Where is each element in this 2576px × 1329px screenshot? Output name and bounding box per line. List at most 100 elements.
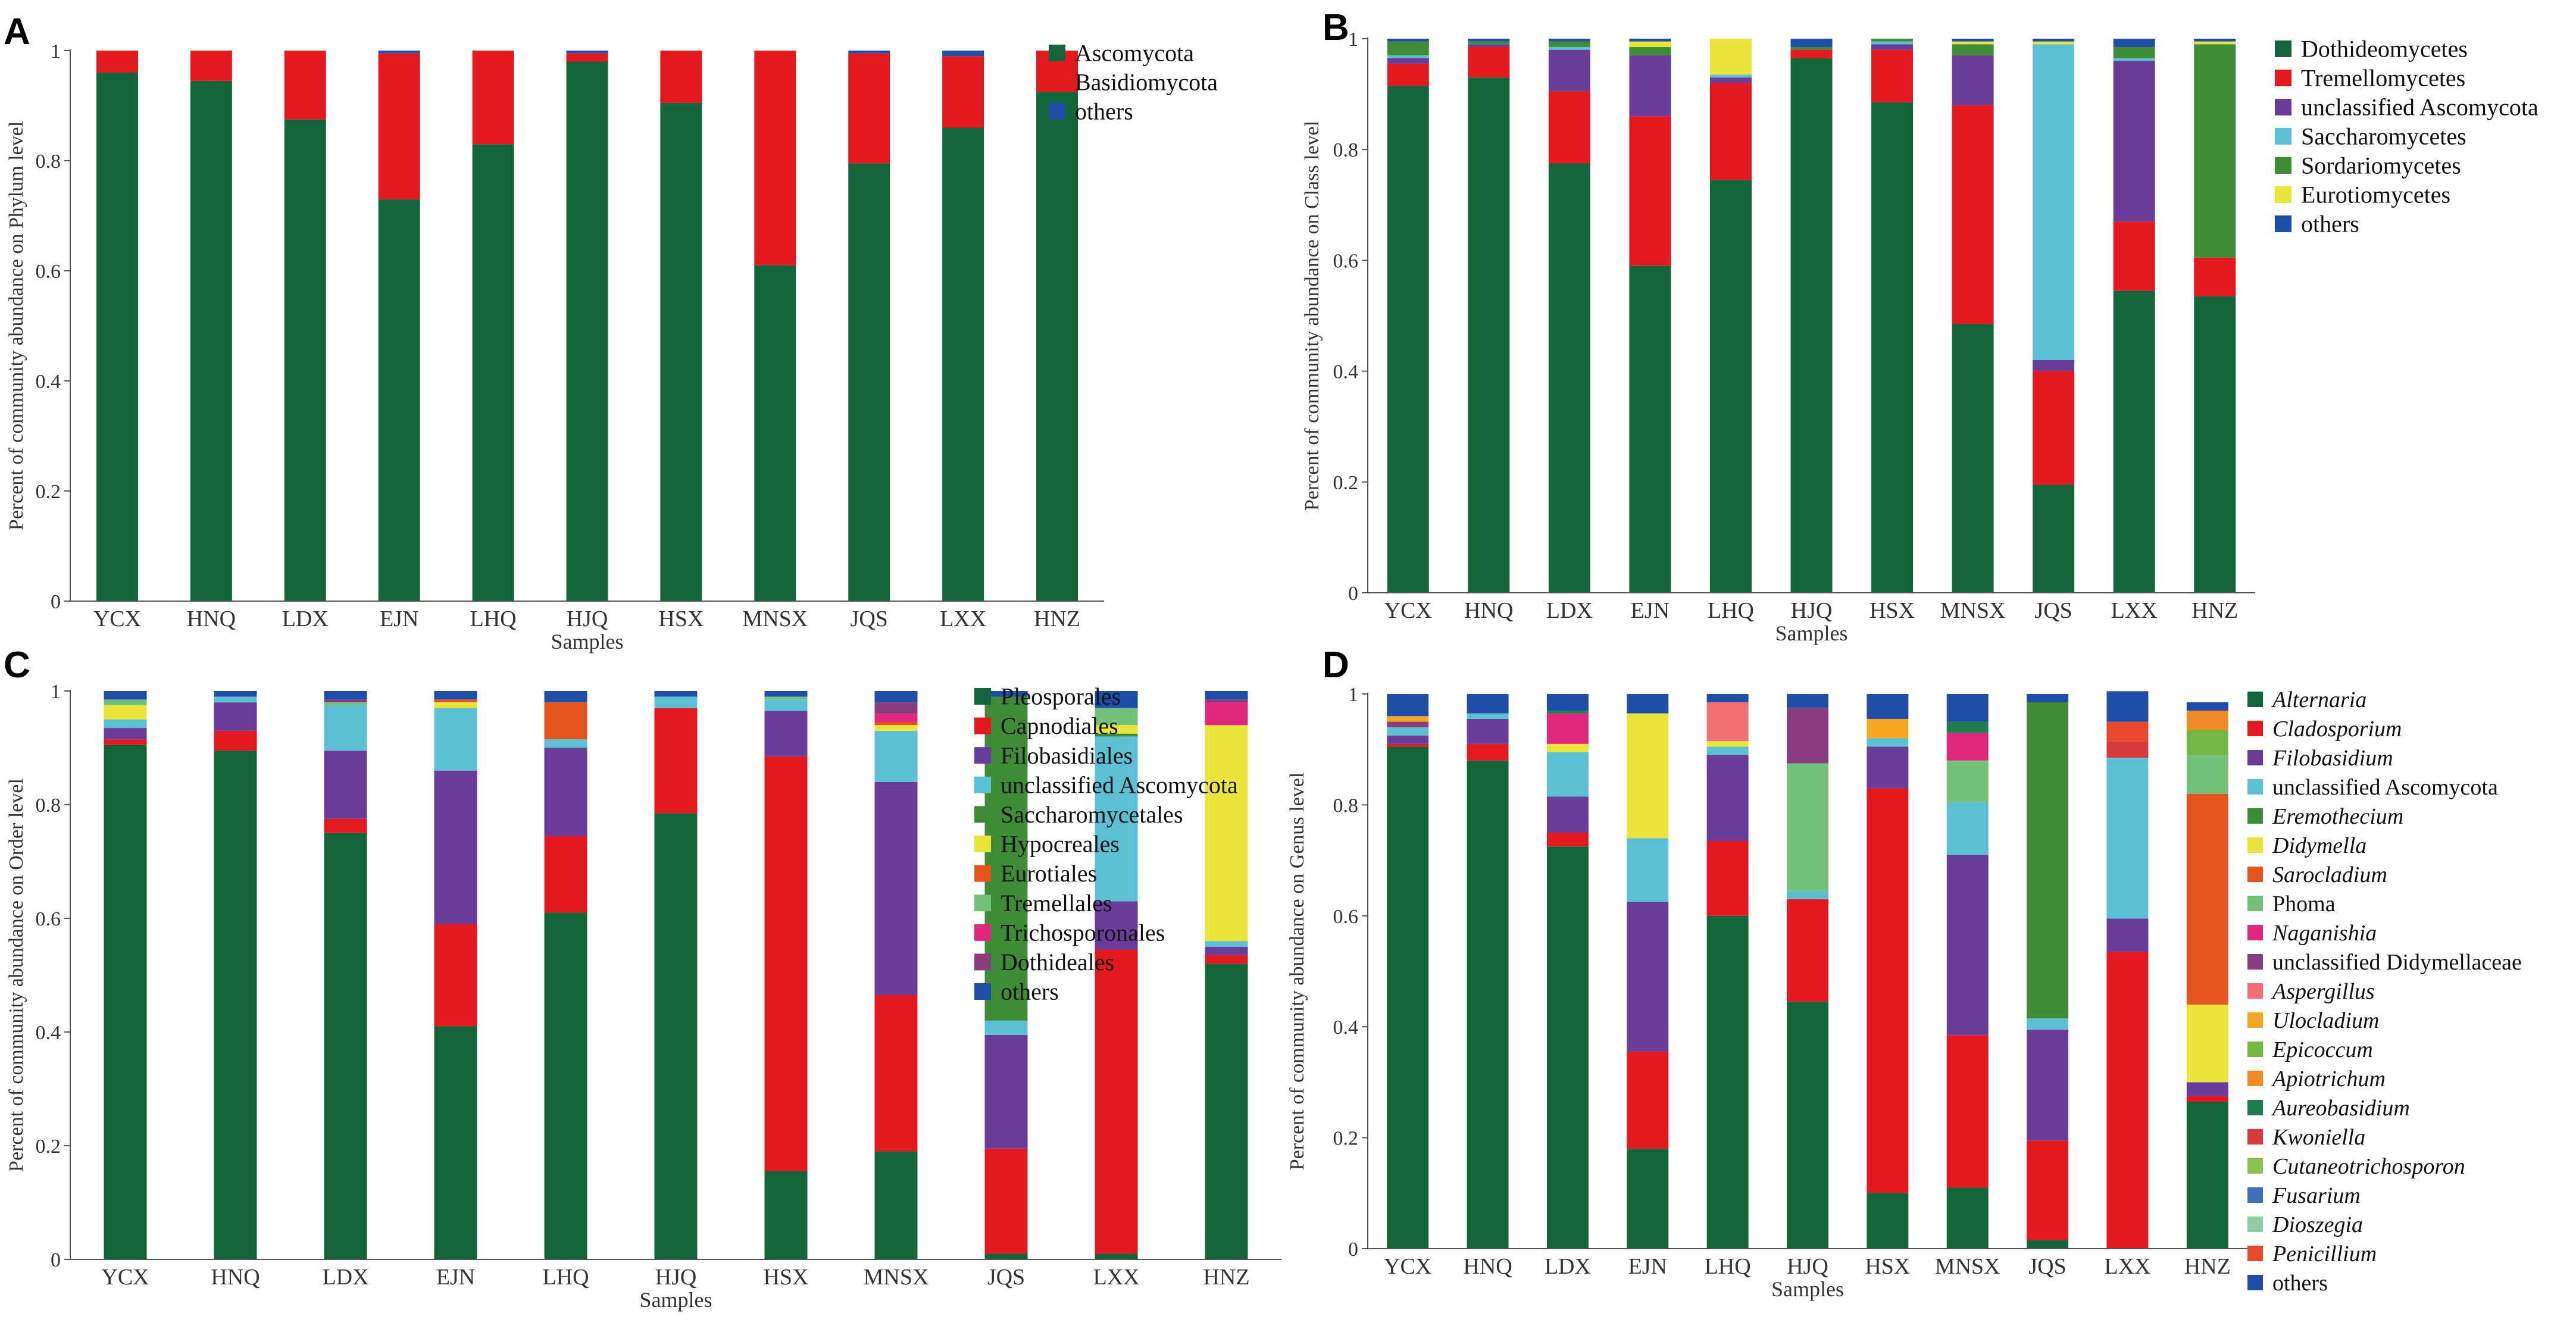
- bar-segment-ldx-others: [1548, 39, 1590, 42]
- legend-label: Aspergillus: [2271, 979, 2375, 1004]
- bar-segment-hsx-capnodiales: [764, 756, 808, 1171]
- legend-swatch: [974, 776, 991, 793]
- bar-segment-hsx-ascomycota: [660, 102, 702, 601]
- bar-segment-lxx-filobasidium: [2106, 918, 2149, 952]
- bar-segment-hsx-unclassified-ascomycota: [1867, 738, 1909, 747]
- x-tick-label: LXX: [2104, 1254, 2150, 1279]
- bar-segment-ejn-capnodiales: [434, 924, 477, 1027]
- bar-segment-lxx-others: [2106, 691, 2149, 722]
- bar-segment-hnz-apiotrichum: [2186, 710, 2228, 730]
- bar-segment-hsx-alternaria: [1867, 1193, 1909, 1249]
- bar-segment-lxx-tremellales: [1095, 708, 1138, 726]
- y-tick-label: 0.6: [36, 261, 61, 283]
- x-tick-label: HNQ: [187, 606, 236, 631]
- bar-segment-hjq-phoma: [1787, 763, 1828, 891]
- legend-swatch: [974, 836, 991, 852]
- bar-segment-ycx-cladosporium: [1387, 743, 1429, 747]
- legend-swatch: [2247, 896, 2263, 911]
- bar-segment-ldx-filobasidium: [1546, 796, 1589, 833]
- bar-segment-mnsx-others: [1952, 39, 1994, 42]
- x-tick-label: MNSX: [742, 606, 808, 631]
- bar-segment-jqs-eremothecium: [2027, 702, 2069, 1019]
- bar-segment-ejn-others: [434, 691, 477, 700]
- bar-segment-lhq-unclassified-ascomycota: [1709, 77, 1752, 83]
- y-tick-label: 0: [51, 591, 61, 613]
- bar-segment-lxx-dothideomycetes: [2113, 290, 2155, 593]
- x-tick-label: HNZ: [2192, 598, 2238, 623]
- bar-segment-ejn-eurotiales: [434, 699, 477, 703]
- bar-segment-mnsx-others: [874, 691, 918, 703]
- legend-label: Pleosporales: [1001, 683, 1121, 710]
- bar-segment-mnsx-tremellomycetes: [1952, 105, 1994, 324]
- x-tick-label: JQS: [2034, 598, 2072, 623]
- legend-swatch: [2275, 128, 2291, 145]
- bar-segment-hnz-others: [1205, 691, 1248, 700]
- legend-swatch: [2247, 721, 2263, 736]
- x-tick-label: JQS: [851, 606, 888, 631]
- legend-label: Cutaneotrichosporon: [2272, 1154, 2465, 1179]
- bar-segment-ycx-alternaria: [1387, 746, 1429, 1249]
- y-tick-label: 0: [1348, 1239, 1358, 1261]
- legend-label: Alternaria: [2271, 687, 2366, 712]
- bar-segment-hnq-unclassified-ascomycota: [214, 696, 257, 703]
- bar-segment-lxx-sordariomycetes: [2113, 46, 2155, 58]
- bar-segment-ejn-filobasidiales: [434, 770, 477, 924]
- bar-segment-hnq-others: [1467, 694, 1509, 714]
- bar-segment-mnsx-alternaria: [1946, 1187, 1989, 1249]
- y-tick-label: 0: [1348, 583, 1358, 605]
- bar-segment-hsx-unclassified-ascomycota: [1871, 44, 1914, 50]
- legend-label: Filobasidiales: [1001, 742, 1133, 769]
- bar-segment-jqs-others: [848, 51, 890, 54]
- x-tick-label: LDX: [1546, 598, 1593, 623]
- y-tick-label: 0.4: [1333, 361, 1359, 383]
- legend-swatch: [2247, 1217, 2263, 1232]
- bar-segment-jqs-unclassified-ascomycota: [984, 1020, 1028, 1035]
- x-tick-label: EJN: [1628, 1254, 1667, 1279]
- bar-segment-jqs-tremellomycetes: [2033, 371, 2075, 485]
- x-tick-label: HJQ: [655, 1265, 697, 1290]
- legend-label: others: [1001, 978, 1059, 1005]
- bar-segment-hjq-alternaria: [1787, 1002, 1828, 1249]
- bar-segment-lhq-alternaria: [1706, 915, 1749, 1249]
- bar-segment-hsx-others: [764, 691, 808, 697]
- bar-segment-hsx-sordariomycetes: [1871, 39, 1914, 42]
- legend-swatch: [974, 747, 991, 764]
- y-tick-label: 1: [1348, 29, 1358, 51]
- legend-swatch: [1049, 74, 1065, 90]
- bar-segment-ejn-tremellomycetes: [1629, 116, 1671, 266]
- x-tick-label: HNQ: [211, 1265, 260, 1290]
- bar-segment-hjq-basidiomycota: [566, 53, 608, 62]
- y-tick-label: 0.2: [36, 481, 61, 503]
- bar-segment-jqs-basidiomycota: [848, 53, 890, 164]
- bar-segment-lxx-others: [2113, 39, 2155, 47]
- bar-segment-jqs-pleosporales: [984, 1253, 1028, 1259]
- bar-segment-hnz-dothideomycetes: [2194, 296, 2236, 593]
- bar-segment-jqs-others: [2027, 694, 2069, 702]
- bar-segment-mnsx-dothideomycetes: [1952, 324, 1994, 593]
- bar-segment-hnq-basidiomycota: [190, 51, 232, 81]
- legend-label: Penicillium: [2272, 1242, 2377, 1267]
- bar-segment-lxx-hypocreales: [1095, 725, 1138, 734]
- bar-segment-ycx-filobasidiales: [104, 728, 147, 740]
- bar-segment-ejn-unclassified-ascomycota: [1627, 838, 1669, 902]
- bar-segment-lhq-capnodiales: [544, 836, 587, 913]
- bar-segment-jqs-eurotiomycetes: [2033, 41, 2075, 45]
- bar-segment-jqs-alternaria: [2027, 1240, 2069, 1249]
- legend-label: Basidiomycota: [1075, 69, 1218, 96]
- bar-segment-hnq-others: [1468, 39, 1510, 42]
- legend-label: Saccharomycetes: [2301, 123, 2466, 150]
- y-tick-label: 0.2: [36, 1136, 61, 1158]
- legend-label: unclassified Ascomycota: [1001, 771, 1238, 798]
- panel-label: A: [4, 11, 30, 52]
- bar-segment-lxx-unclassified-ascomycota: [1095, 736, 1138, 902]
- legend-label: others: [2301, 211, 2359, 237]
- bar-segment-ejn-sordariomycetes: [1629, 46, 1671, 55]
- y-axis-title: Percent of community abundance on Class …: [1301, 121, 1323, 511]
- legend-swatch: [2247, 1042, 2263, 1057]
- bar-segment-mnsx-unclassified-ascomycota: [1952, 55, 1994, 105]
- bar-segment-ldx-ascomycota: [284, 119, 326, 601]
- bar-segment-ldx-others: [1546, 694, 1589, 711]
- bar-segment-ycx-unclassified-ascomycota: [104, 719, 147, 728]
- legend-label: Capnodiales: [1001, 712, 1118, 739]
- bar-segment-mnsx-eurotiomycetes: [1952, 41, 1994, 45]
